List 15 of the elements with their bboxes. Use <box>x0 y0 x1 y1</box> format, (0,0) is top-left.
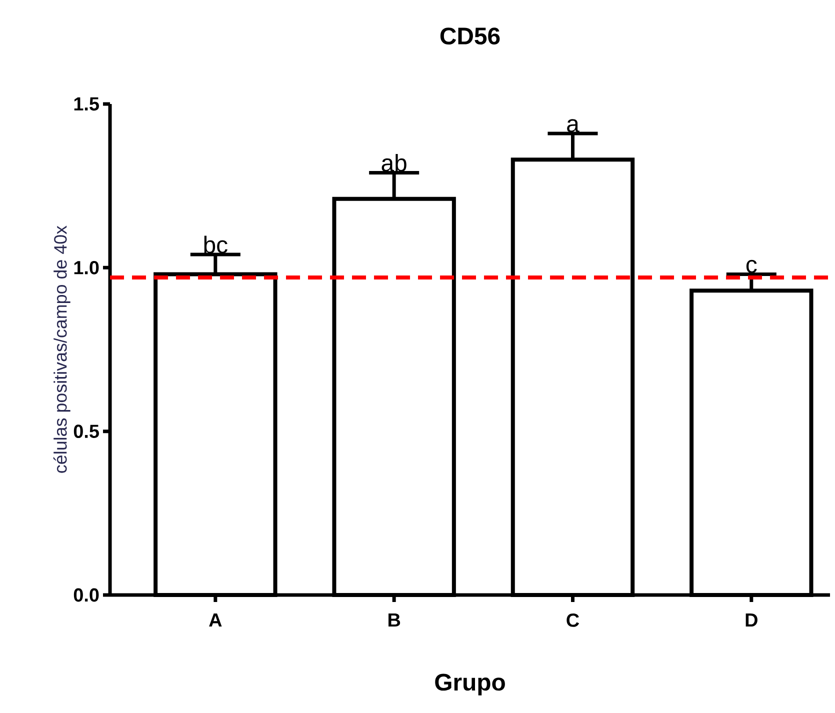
x-tick-label: C <box>566 614 580 627</box>
y-tick-label: 0.0 <box>74 588 99 602</box>
annotation: a <box>567 119 580 132</box>
chart-title: CD56 <box>440 28 500 44</box>
x-tick-label: A <box>209 614 222 627</box>
y-axis-title: células positivas/campo de 40x <box>53 226 70 473</box>
y-tick-label: 0.5 <box>74 424 99 438</box>
annotation: c <box>746 260 757 273</box>
x-tick-label: B <box>388 614 400 627</box>
x-tick-label: D <box>746 614 758 627</box>
x-axis-title: Grupo <box>435 674 505 696</box>
annotation: bc <box>204 236 228 254</box>
y-tick-label: 1.0 <box>74 260 99 274</box>
y-tick-label: 1.5 <box>74 97 99 111</box>
annotation: ab <box>382 154 406 172</box>
